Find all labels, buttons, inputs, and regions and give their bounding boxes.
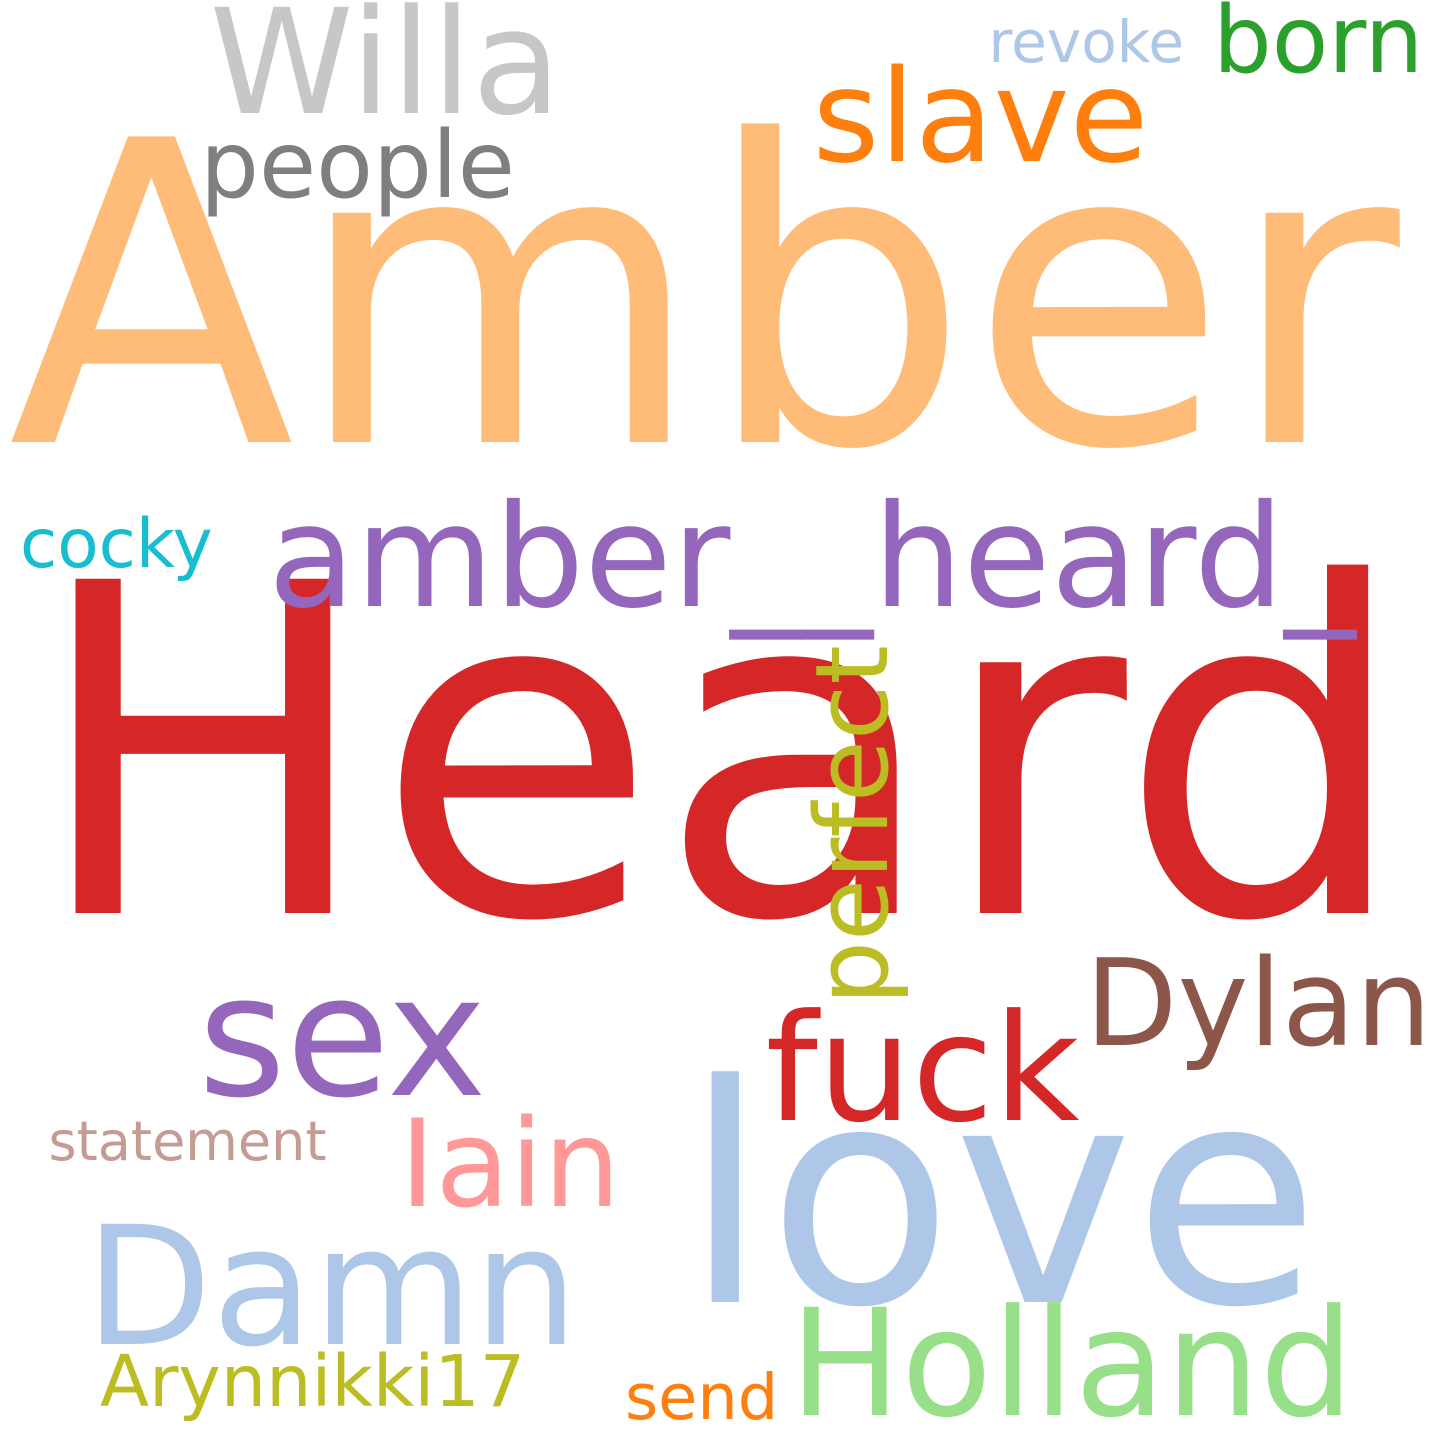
word-amber-heard: amber__heard_ xyxy=(268,473,1356,640)
word-people: people xyxy=(200,110,515,219)
word-iain: Iain xyxy=(399,1093,621,1235)
word-born: born xyxy=(1213,0,1424,94)
word-amber: Amber xyxy=(8,53,1400,541)
word-heard: Heard xyxy=(30,487,1410,1022)
word-sex: sex xyxy=(198,938,487,1135)
word-fuck: fuck xyxy=(765,982,1080,1156)
word-revoke: revoke xyxy=(988,7,1185,76)
word-dylan: Dylan xyxy=(1085,935,1432,1074)
word-cocky: cocky xyxy=(20,503,213,583)
word-slave: slave xyxy=(812,42,1149,192)
word-perfect: perfect xyxy=(793,645,911,1005)
word-send: send xyxy=(625,1360,779,1435)
word-love: love xyxy=(683,1019,1320,1374)
word-statement: statement xyxy=(48,1110,327,1173)
word-willa: Willa xyxy=(209,0,562,148)
word-arynnikki17: Arynnikki17 xyxy=(100,1339,526,1423)
word-holland: Holland xyxy=(789,1277,1354,1440)
word-damn: Damn xyxy=(85,1191,579,1383)
